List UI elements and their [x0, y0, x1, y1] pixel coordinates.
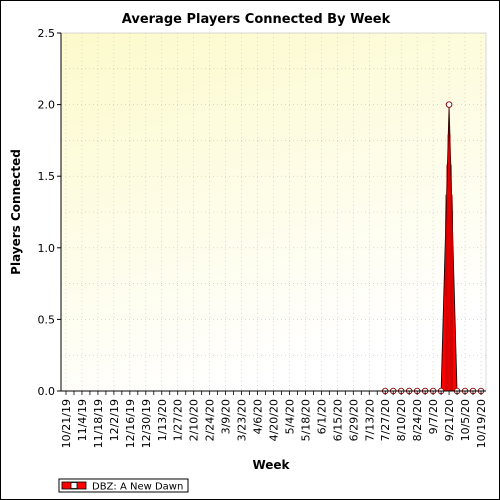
grid — [61, 33, 486, 391]
x-tick-label: 9/7/20 — [427, 399, 440, 434]
y-axis-label: Players Connected — [9, 149, 23, 275]
x-tick-label: 12/30/19 — [140, 399, 153, 448]
y-tick-label: 2.0 — [38, 99, 56, 112]
x-tick-label: 6/15/20 — [331, 399, 344, 441]
x-tick-label: 12/16/19 — [124, 399, 137, 448]
x-tick-label: 2/10/20 — [188, 399, 201, 441]
x-tick-label: 5/4/20 — [283, 399, 296, 434]
x-tick-label: 3/23/20 — [236, 399, 249, 441]
x-tick-label: 10/19/20 — [475, 399, 488, 448]
x-tick-label: 11/18/19 — [92, 399, 105, 448]
x-tick-label: 9/21/20 — [443, 399, 456, 441]
x-tick-label: 4/20/20 — [268, 399, 281, 441]
x-ticks: 10/21/19 11/4/19 11/18/19 12/2/19 12/16/19 12… — [60, 391, 488, 448]
x-tick-label: 11/4/19 — [76, 399, 89, 441]
x-tick-label: 7/13/20 — [363, 399, 376, 441]
y-tick-label: 1.5 — [38, 170, 56, 183]
x-tick-label: 5/18/20 — [299, 399, 312, 441]
y-tick-label: 2.5 — [38, 27, 56, 40]
x-tick-label: 4/6/20 — [252, 399, 265, 434]
data-point — [445, 101, 453, 108]
y-tick-label: 0.5 — [38, 313, 56, 326]
x-tick-label: 6/1/20 — [315, 399, 328, 434]
x-tick-label: 3/9/20 — [220, 399, 233, 434]
legend: DBZ: A New Dawn — [58, 478, 189, 493]
x-axis-label: Week — [252, 458, 290, 472]
y-tick-label: 0.0 — [38, 385, 56, 398]
x-tick-label: 10/21/19 — [60, 399, 73, 448]
legend-marker-icon — [70, 482, 78, 489]
x-tick-label: 7/27/20 — [379, 399, 392, 441]
x-tick-label: 8/24/20 — [411, 399, 424, 441]
x-tick-label: 10/5/20 — [459, 399, 472, 441]
legend-label: DBZ: A New Dawn — [92, 482, 183, 493]
x-tick-label: 1/27/20 — [172, 399, 185, 441]
x-tick-label: 6/29/20 — [347, 399, 360, 441]
y-tick-label: 1.0 — [38, 242, 56, 255]
y-ticks: 0.0 0.5 1.0 1.5 2.0 2.5 — [38, 27, 61, 398]
x-tick-label: 12/2/19 — [108, 399, 121, 441]
legend-box — [58, 478, 189, 493]
x-tick-label: 8/10/20 — [395, 399, 408, 441]
chart-title: Average Players Connected By Week — [122, 12, 391, 27]
x-tick-label: 1/13/20 — [156, 399, 169, 441]
x-tick-label: 2/24/20 — [204, 399, 217, 441]
